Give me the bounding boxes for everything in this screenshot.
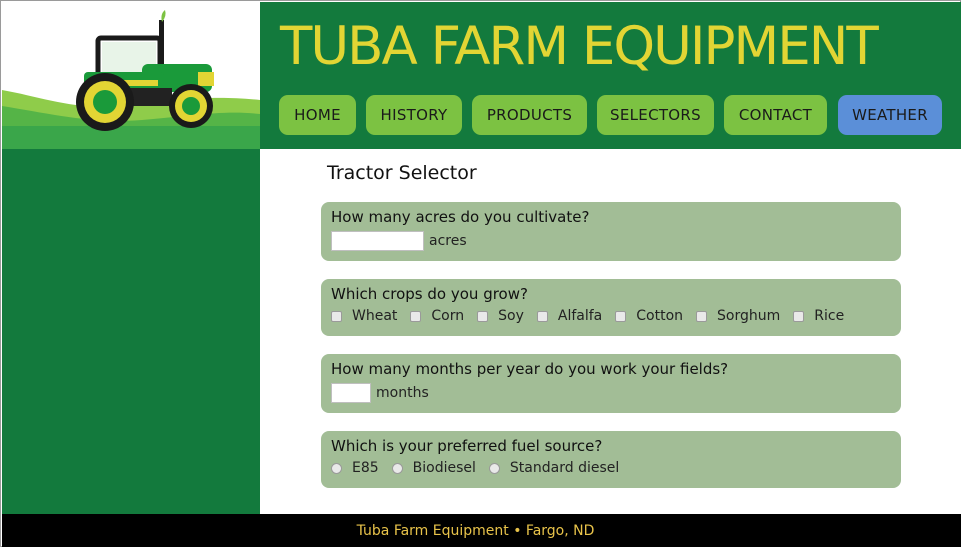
wheat-label: Wheat <box>352 308 398 324</box>
months-unit-label: months <box>376 385 429 401</box>
main-content: Tractor Selector How many acres do you c… <box>260 149 961 514</box>
biodiesel-label: Biodiesel <box>412 460 476 476</box>
question-fuel: Which is your preferred fuel source? E85… <box>321 431 901 488</box>
alfalfa-label: Alfalfa <box>557 308 603 324</box>
site-header: TUBA FARM EQUIPMENT HOME HISTORY PRODUCT… <box>260 2 961 149</box>
nav-home[interactable]: HOME <box>279 95 356 135</box>
sidebar <box>2 149 260 514</box>
question-months: How many months per year do you work you… <box>321 354 901 413</box>
months-input[interactable] <box>331 383 371 403</box>
crop-option-sorghum[interactable]: Sorghum <box>696 308 780 324</box>
biodiesel-radio[interactable] <box>391 462 403 474</box>
alfalfa-checkbox[interactable] <box>536 310 548 322</box>
footer-text: Tuba Farm Equipment • Fargo, ND <box>356 522 595 539</box>
question-label: How many months per year do you work you… <box>331 360 729 378</box>
site-title: TUBA FARM EQUIPMENT <box>280 16 879 77</box>
tractor-logo-icon <box>2 10 260 149</box>
question-acres: How many acres do you cultivate? acres <box>321 202 901 261</box>
acres-unit-label: acres <box>429 233 467 249</box>
crop-option-rice[interactable]: Rice <box>793 308 844 324</box>
fuel-option-e85[interactable]: E85 <box>331 460 379 476</box>
corn-label: Corn <box>431 308 465 324</box>
nav-history[interactable]: HISTORY <box>366 95 462 135</box>
question-crops: Which crops do you grow? Wheat Corn Soy … <box>321 279 901 336</box>
answer-row: months <box>331 383 429 403</box>
wheat-checkbox[interactable] <box>331 310 342 322</box>
sorghum-label: Sorghum <box>717 308 781 324</box>
question-label: Which crops do you grow? <box>331 285 528 303</box>
fuel-option-biodiesel[interactable]: Biodiesel <box>391 460 476 476</box>
cotton-checkbox[interactable] <box>615 310 627 322</box>
nav-products[interactable]: PRODUCTS <box>472 95 587 135</box>
question-label: How many acres do you cultivate? <box>331 208 590 226</box>
crop-option-cotton[interactable]: Cotton <box>615 308 683 324</box>
crop-option-alfalfa[interactable]: Alfalfa <box>536 308 603 324</box>
nav-selectors[interactable]: SELECTORS <box>597 95 714 135</box>
logo-area[interactable] <box>2 2 260 149</box>
nav-contact[interactable]: CONTACT <box>724 95 827 135</box>
cotton-label: Cotton <box>636 308 684 324</box>
page-title: Tractor Selector <box>327 162 477 184</box>
acres-input[interactable] <box>331 231 424 251</box>
crop-option-corn[interactable]: Corn <box>410 308 464 324</box>
nav-weather[interactable]: WEATHER <box>838 95 942 135</box>
site-footer: Tuba Farm Equipment • Fargo, ND <box>2 514 961 547</box>
sorghum-checkbox[interactable] <box>696 310 708 322</box>
rice-label: Rice <box>814 308 845 324</box>
crops-options: Wheat Corn Soy Alfalfa Cotton Sorghum Ri… <box>331 308 857 324</box>
question-label: Which is your preferred fuel source? <box>331 437 603 455</box>
crop-option-soy[interactable]: Soy <box>477 308 524 324</box>
soy-label: Soy <box>498 308 524 324</box>
corn-checkbox[interactable] <box>410 310 422 322</box>
crop-option-wheat[interactable]: Wheat <box>331 308 397 324</box>
standard-diesel-label: Standard diesel <box>509 460 620 476</box>
fuel-option-standard-diesel[interactable]: Standard diesel <box>488 460 620 476</box>
soy-checkbox[interactable] <box>477 310 489 322</box>
standard-diesel-radio[interactable] <box>488 462 500 474</box>
e85-label: E85 <box>352 460 379 476</box>
fuel-options: E85 Biodiesel Standard diesel <box>331 460 632 476</box>
rice-checkbox[interactable] <box>793 310 805 322</box>
e85-radio[interactable] <box>331 462 342 474</box>
answer-row: acres <box>331 231 467 251</box>
